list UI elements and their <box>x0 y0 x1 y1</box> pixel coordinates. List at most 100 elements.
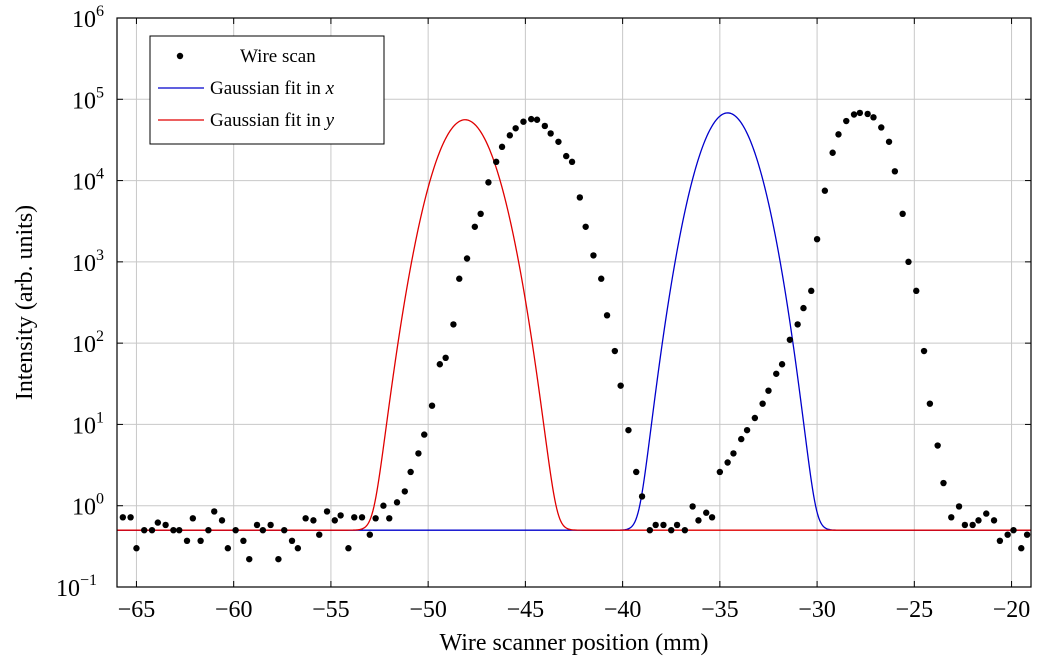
data-point <box>359 514 365 520</box>
data-point <box>975 517 981 523</box>
data-point <box>892 168 898 174</box>
y-axis-title: Intensity (arb. units) <box>12 205 38 400</box>
data-point <box>402 488 408 494</box>
data-point <box>905 259 911 265</box>
data-point <box>421 431 427 437</box>
x-axis-title: Wire scanner position (mm) <box>440 630 709 656</box>
fit-curves <box>117 113 1031 530</box>
data-point <box>934 442 940 448</box>
fit-curve <box>117 120 1031 530</box>
x-tick-label: −65 <box>118 597 156 623</box>
data-point <box>800 305 806 311</box>
data-point <box>372 515 378 521</box>
data-point <box>927 400 933 406</box>
data-point <box>528 116 534 122</box>
data-point <box>246 556 252 562</box>
data-point <box>197 538 203 544</box>
data-point <box>870 114 876 120</box>
data-point <box>752 415 758 421</box>
data-point <box>633 469 639 475</box>
data-point <box>983 510 989 516</box>
data-point <box>1010 527 1016 533</box>
data-point <box>948 514 954 520</box>
data-point <box>724 459 730 465</box>
data-point <box>779 361 785 367</box>
data-point <box>625 427 631 433</box>
data-point <box>765 388 771 394</box>
data-point <box>499 144 505 150</box>
data-point <box>205 527 211 533</box>
data-point <box>730 450 736 456</box>
data-point <box>155 519 161 525</box>
data-point <box>407 469 413 475</box>
y-tick-label: 102 <box>72 328 104 358</box>
data-point <box>170 527 176 533</box>
data-point <box>547 130 553 136</box>
data-point <box>695 517 701 523</box>
data-point <box>878 124 884 130</box>
data-point <box>969 522 975 528</box>
data-point <box>668 527 674 533</box>
data-point <box>351 514 357 520</box>
y-tick-label: 101 <box>72 409 104 439</box>
data-point <box>302 515 308 521</box>
data-point <box>437 361 443 367</box>
data-point <box>415 450 421 456</box>
x-tick-label: −50 <box>409 597 447 623</box>
data-point <box>563 153 569 159</box>
y-tick-label: 10−1 <box>56 572 97 602</box>
data-point <box>647 527 653 533</box>
data-point <box>962 522 968 528</box>
data-point <box>345 545 351 551</box>
data-point <box>442 355 448 361</box>
data-point <box>141 527 147 533</box>
data-point <box>450 321 456 327</box>
data-point <box>590 252 596 258</box>
y-tick-label: 105 <box>72 84 104 114</box>
data-point <box>485 179 491 185</box>
data-point <box>520 119 526 125</box>
data-point <box>921 348 927 354</box>
data-point <box>120 514 126 520</box>
data-point <box>477 211 483 217</box>
data-point <box>542 123 548 129</box>
data-point <box>604 312 610 318</box>
data-point <box>829 150 835 156</box>
data-point <box>429 403 435 409</box>
data-point <box>176 527 182 533</box>
data-point <box>162 522 168 528</box>
data-point <box>843 118 849 124</box>
y-tick-label: 106 <box>72 3 104 33</box>
legend-marker <box>177 53 183 59</box>
data-point <box>577 194 583 200</box>
data-point <box>316 532 322 538</box>
data-point <box>394 499 400 505</box>
data-point <box>717 469 723 475</box>
data-point <box>639 493 645 499</box>
data-point <box>472 224 478 230</box>
data-point <box>899 211 905 217</box>
data-point <box>225 545 231 551</box>
legend-label: Gaussian fit in x <box>210 78 335 99</box>
data-point <box>660 522 666 528</box>
data-point <box>184 538 190 544</box>
data-point <box>787 337 793 343</box>
data-point <box>612 348 618 354</box>
data-point <box>997 538 1003 544</box>
x-tick-label: −40 <box>604 597 642 623</box>
data-point <box>1024 532 1030 538</box>
data-point <box>240 538 246 544</box>
data-point <box>324 508 330 514</box>
data-point <box>456 276 462 282</box>
data-point <box>219 517 225 523</box>
data-point <box>759 400 765 406</box>
data-point <box>386 515 392 521</box>
data-point <box>773 371 779 377</box>
data-point <box>534 117 540 123</box>
data-point <box>738 436 744 442</box>
data-point <box>822 188 828 194</box>
data-point <box>512 125 518 131</box>
x-tick-label: −30 <box>798 597 836 623</box>
x-tick-label: −35 <box>701 597 739 623</box>
data-point <box>380 503 386 509</box>
